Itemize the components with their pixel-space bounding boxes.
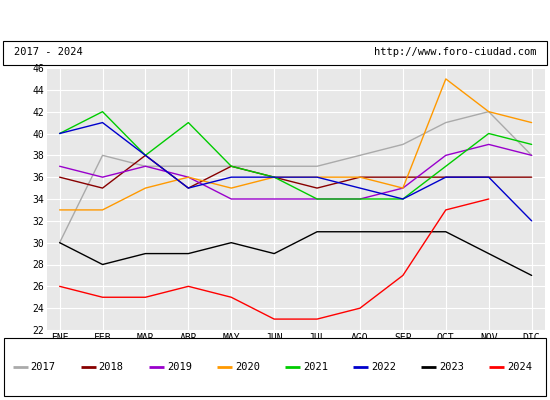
Text: 2019: 2019 bbox=[167, 362, 192, 372]
Text: 2024: 2024 bbox=[507, 362, 532, 372]
Text: 2017 - 2024: 2017 - 2024 bbox=[14, 48, 82, 58]
Text: http://www.foro-ciudad.com: http://www.foro-ciudad.com bbox=[374, 48, 536, 58]
Text: Evolucion del paro registrado en Rubite: Evolucion del paro registrado en Rubite bbox=[104, 14, 446, 28]
Text: 2022: 2022 bbox=[371, 362, 396, 372]
Text: 2017: 2017 bbox=[31, 362, 56, 372]
Text: 2018: 2018 bbox=[98, 362, 124, 372]
Text: 2023: 2023 bbox=[439, 362, 464, 372]
Text: 2021: 2021 bbox=[303, 362, 328, 372]
Text: 2020: 2020 bbox=[235, 362, 260, 372]
